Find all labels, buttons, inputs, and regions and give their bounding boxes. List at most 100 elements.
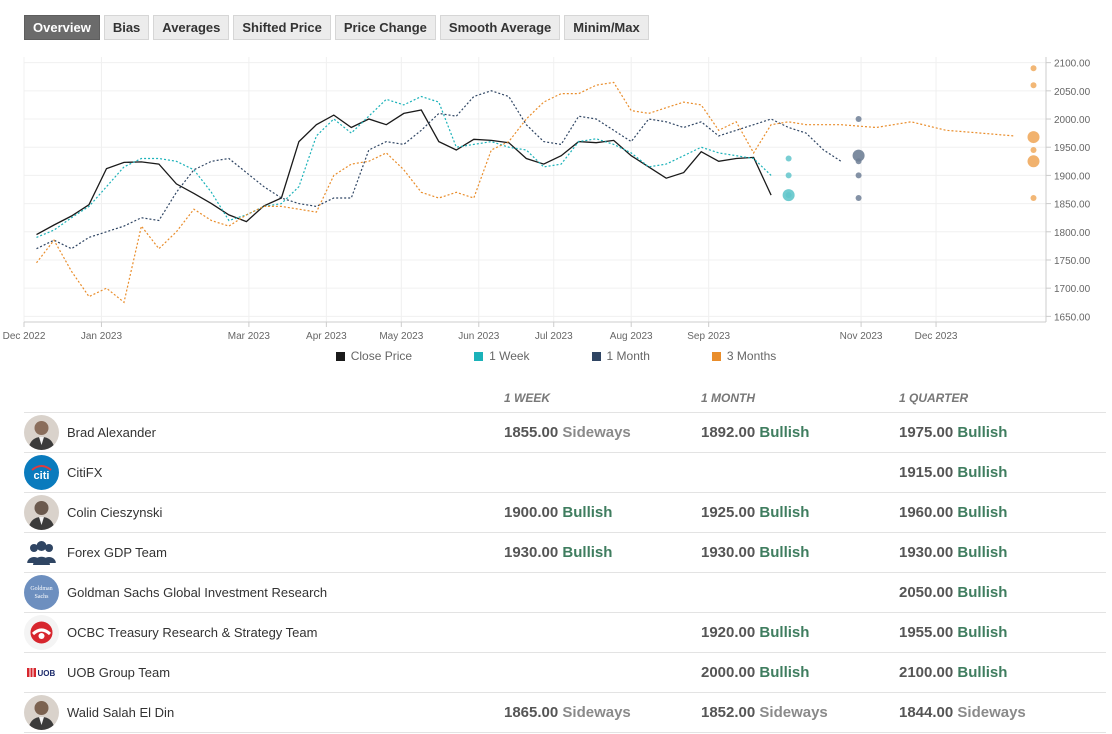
forecast-week-cell xyxy=(504,452,701,493)
bias-label: Bullish xyxy=(562,543,613,561)
forecast-quarter-value: 1915.00 Bullish xyxy=(899,464,1007,481)
forecast-price: 1865.00 xyxy=(504,703,559,721)
bias-label: Bullish xyxy=(957,663,1008,681)
table-row: OCBC Treasury Research & Strategy Team 19… xyxy=(24,612,1106,653)
expert-name[interactable]: Forex GDP Team xyxy=(67,544,167,560)
tab-shifted-price[interactable]: Shifted Price xyxy=(233,15,331,40)
x-tick-label: Dec 2023 xyxy=(915,331,958,342)
forecast-month-cell: 1892.00 Bullish xyxy=(701,412,899,453)
forecast-dot xyxy=(855,194,862,201)
expert-name[interactable]: Walid Salah El Din xyxy=(67,704,175,720)
legend-item-3-months[interactable]: 3 Months xyxy=(662,349,776,363)
tab-overview[interactable]: Overview xyxy=(24,15,100,40)
x-tick-label: Apr 2023 xyxy=(306,331,347,342)
forecast-week-value: 1865.00 Sideways xyxy=(504,704,631,721)
legend-label: 1 Week xyxy=(489,349,530,363)
legend-item-close-price[interactable]: Close Price xyxy=(335,349,412,363)
table-row: Forex GDP Team 1930.00 Bullish 1930.00 Bul… xyxy=(24,532,1106,573)
expert-cell: Forex GDP Team xyxy=(24,532,504,573)
y-tick-label: 1900.00 xyxy=(1054,171,1091,182)
legend-swatch xyxy=(474,351,484,361)
x-tick-label: Aug 2023 xyxy=(610,331,653,342)
forecast-price: 1855.00 xyxy=(504,423,559,441)
header-1-quarter: 1 QUARTER xyxy=(899,385,1106,413)
bias-label: Bullish xyxy=(759,423,810,441)
legend-item-1-month[interactable]: 1 Month xyxy=(542,349,650,363)
tab-minim-max[interactable]: Minim/Max xyxy=(564,15,649,40)
expert-name[interactable]: Brad Alexander xyxy=(67,424,156,440)
forecast-month-value: 1930.00 Bullish xyxy=(701,544,809,561)
forecast-average-dot xyxy=(782,189,795,202)
expert-name[interactable]: Goldman Sachs Global Investment Research xyxy=(67,584,328,600)
forecast-quarter-cell: 1844.00 Sideways xyxy=(899,692,1106,733)
x-tick-label: Jan 2023 xyxy=(81,331,123,342)
forecast-price: 2050.00 xyxy=(899,583,954,601)
expert-forex-gdp-team[interactable]: Forex GDP Team xyxy=(24,534,504,570)
expert-citifx[interactable]: citi CitiFX xyxy=(24,454,504,490)
ocbc-logo-icon xyxy=(24,614,59,650)
team-icon-icon xyxy=(24,534,59,570)
legend-label: 1 Month xyxy=(606,349,650,363)
forecast-month-cell: 1852.00 Sideways xyxy=(701,692,899,733)
forecast-dot xyxy=(855,116,862,123)
forecast-price: 1920.00 xyxy=(701,623,756,641)
y-tick-label: 1750.00 xyxy=(1054,256,1091,267)
expert-cell: Brad Alexander xyxy=(24,412,504,453)
forecast-week-value: 1855.00 Sideways xyxy=(504,424,631,441)
bias-label: Bullish xyxy=(957,503,1008,521)
expert-ocbc-treasury-research-strategy-team[interactable]: OCBC Treasury Research & Strategy Team xyxy=(24,614,504,650)
tab-smooth-average[interactable]: Smooth Average xyxy=(439,15,561,40)
forecast-price: 1930.00 xyxy=(504,543,559,561)
bias-label: Bullish xyxy=(957,463,1008,481)
expert-name[interactable]: UOB Group Team xyxy=(67,664,171,680)
bias-label: Sideways xyxy=(562,423,631,441)
table-row: UOB UOB Group Team 2000.00 Bullish 2100.00 … xyxy=(24,652,1106,693)
forecast-dot xyxy=(1030,194,1037,201)
expert-name[interactable]: OCBC Treasury Research & Strategy Team xyxy=(67,624,318,640)
forecast-quarter-cell: 2100.00 Bullish xyxy=(899,652,1106,693)
expert-uob-group-team[interactable]: UOB UOB Group Team xyxy=(24,654,504,690)
bias-label: Bullish xyxy=(759,543,810,561)
tab-price-change[interactable]: Price Change xyxy=(334,15,436,40)
bias-label: Bullish xyxy=(957,423,1008,441)
forecast-quarter-cell: 2050.00 Bullish xyxy=(899,572,1106,613)
forecast-month-cell: 1920.00 Bullish xyxy=(701,612,899,653)
bias-label: Bullish xyxy=(759,503,810,521)
expert-name[interactable]: CitiFX xyxy=(67,464,103,480)
expert-colin-cieszynski[interactable]: Colin Cieszynski xyxy=(24,494,504,530)
tab-bias[interactable]: Bias xyxy=(103,15,150,40)
forecast-price: 1900.00 xyxy=(504,503,559,521)
bias-label: Bullish xyxy=(957,623,1008,641)
forecast-table: 1 WEEK 1 MONTH 1 QUARTER Brad Alexander 1… xyxy=(24,385,1106,733)
forecast-quarter-value: 1955.00 Bullish xyxy=(899,624,1007,641)
svg-text:Goldman: Goldman xyxy=(30,586,52,592)
forecast-quarter-cell: 1960.00 Bullish xyxy=(899,492,1106,533)
series-line-1-month xyxy=(36,90,842,250)
forecast-week-cell xyxy=(504,572,701,613)
expert-name[interactable]: Colin Cieszynski xyxy=(67,504,163,520)
forecast-chart: Dec 2022 Jan 2023 Mar 2023 Apr 2023 May 2023… xyxy=(3,57,1091,342)
forecast-quarter-cell: 1955.00 Bullish xyxy=(899,612,1106,653)
y-tick-label: 1700.00 xyxy=(1054,284,1091,295)
expert-walid-salah-el-din[interactable]: Walid Salah El Din xyxy=(24,694,504,730)
bias-label: Bullish xyxy=(957,543,1008,561)
y-tick-label: 2100.00 xyxy=(1054,59,1091,70)
tab-averages[interactable]: Averages xyxy=(153,15,230,40)
table-row: Brad Alexander 1855.00 Sideways 1892.00 Bu… xyxy=(24,412,1106,453)
forecast-price: 1960.00 xyxy=(899,503,954,521)
x-tick-label: May 2023 xyxy=(379,331,423,342)
forecast-week-cell: 1930.00 Bullish xyxy=(504,532,701,573)
forecast-quarter-value: 1975.00 Bullish xyxy=(899,424,1007,441)
expert-goldman-sachs-global-investment-research[interactable]: Goldman Sachs Goldman Sachs Global Investm… xyxy=(24,574,504,610)
table-header-row: 1 WEEK 1 MONTH 1 QUARTER xyxy=(24,385,1106,413)
bias-label: Bullish xyxy=(562,503,613,521)
forecast-month-cell xyxy=(701,572,899,613)
forecast-week-cell xyxy=(504,612,701,653)
x-tick-label: Nov 2023 xyxy=(840,331,883,342)
y-tick-label: 2000.00 xyxy=(1054,115,1091,126)
legend-item-1-week[interactable]: 1 Week xyxy=(424,349,530,363)
expert-brad-alexander[interactable]: Brad Alexander xyxy=(24,414,504,450)
forecast-price: 1915.00 xyxy=(899,463,954,481)
forecast-week-value: 1930.00 Bullish xyxy=(504,544,612,561)
forecast-dot xyxy=(785,172,792,179)
